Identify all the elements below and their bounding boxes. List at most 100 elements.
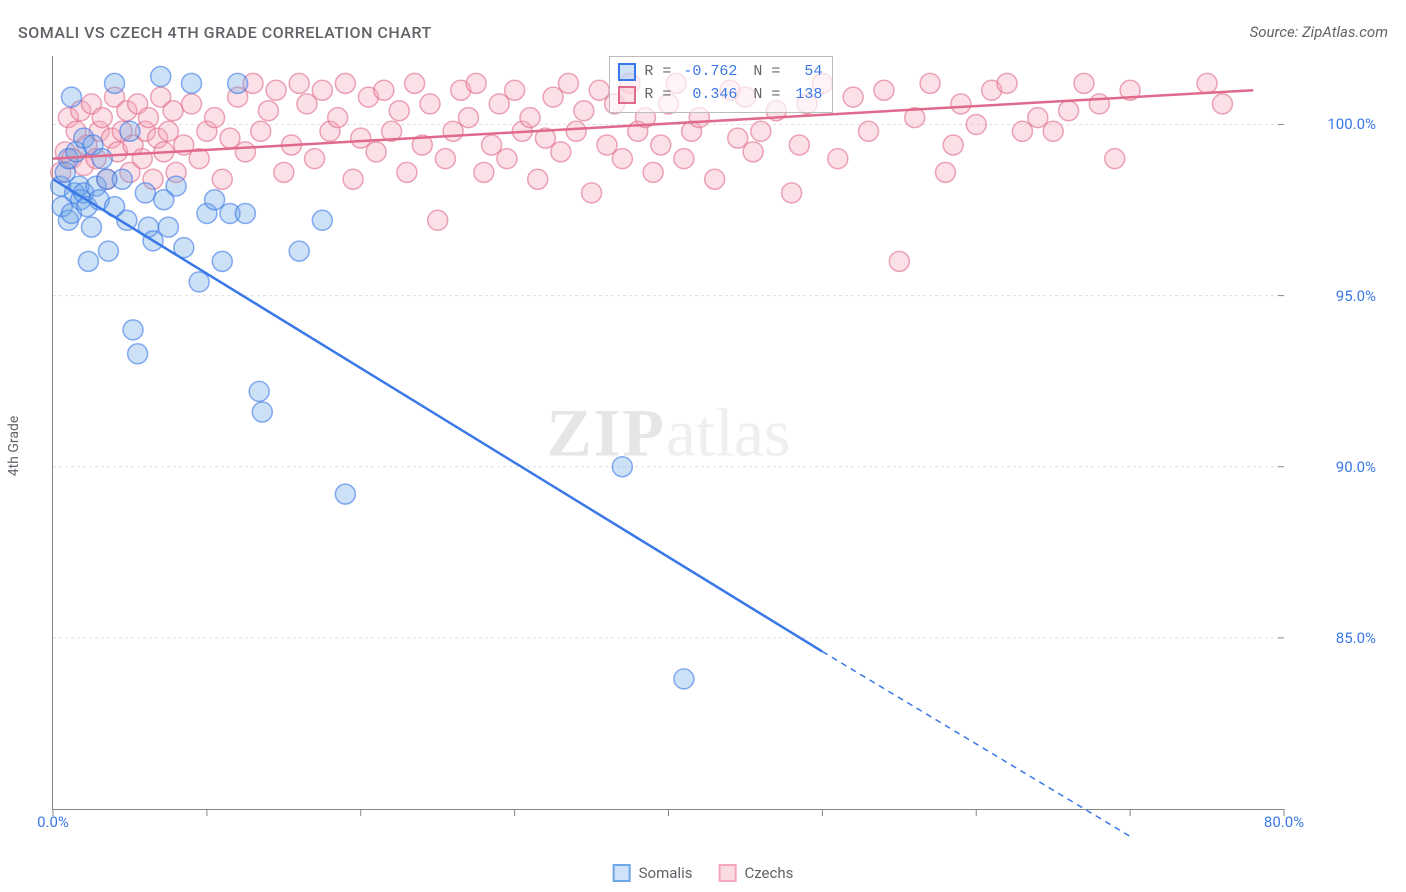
somalis-point [228, 73, 248, 93]
czechs-point [859, 121, 879, 141]
czechs-point [705, 169, 725, 189]
czechs-point [266, 80, 286, 100]
czechs-point [132, 149, 152, 169]
somalis-point [235, 203, 255, 223]
czechs-point [528, 169, 548, 189]
czechs-point [305, 149, 325, 169]
somalis-point [135, 183, 155, 203]
stats-row-somalis: R =-0.762N =54 [618, 61, 822, 84]
chart-container: ZIPatlas R =-0.762N =54R =0.346N =138 0.… [52, 56, 1376, 828]
yaxis-title: 4th Grade [6, 416, 22, 477]
somalis-point [61, 87, 81, 107]
r-value: 0.346 [679, 84, 737, 107]
somalis-point [81, 217, 101, 237]
r-label: R = [644, 61, 671, 84]
czechs-point [312, 80, 332, 100]
r-label: R = [644, 84, 671, 107]
somalis-point [92, 149, 112, 169]
n-label: N = [753, 61, 780, 84]
czechs-point [251, 121, 271, 141]
czechs-point [674, 149, 694, 169]
somalis-point [105, 73, 125, 93]
ytick-label: 90.0% [1296, 458, 1376, 476]
somalis-point [252, 402, 272, 422]
czechs-point [1105, 149, 1125, 169]
czechs-point [389, 101, 409, 121]
somalis-point [181, 73, 201, 93]
czechs-point [258, 101, 278, 121]
chart-header: SOMALI VS CZECH 4TH GRADE CORRELATION CH… [18, 20, 1388, 44]
czechs-point [343, 169, 363, 189]
czechs-point [874, 80, 894, 100]
ytick-label: 95.0% [1296, 287, 1376, 305]
legend-item-somalis: Somalis [613, 864, 693, 882]
somalis-point [289, 241, 309, 261]
somalis-trendline [53, 179, 822, 651]
czechs-point [435, 149, 455, 169]
scatter-plot-svg [53, 56, 1284, 809]
n-label: N = [753, 84, 780, 107]
somalis-point [312, 210, 332, 230]
somalis-point [189, 272, 209, 292]
czechs-point [889, 251, 909, 271]
czechs-point [920, 73, 940, 93]
czechs-point [751, 121, 771, 141]
czechs-point [505, 80, 525, 100]
czechs-point [1197, 73, 1217, 93]
czechs-point [651, 135, 671, 155]
somalis-point [335, 484, 355, 504]
r-value: -0.762 [679, 61, 737, 84]
czechs-point [951, 94, 971, 114]
czechs-point [1089, 94, 1109, 114]
czechs-point [138, 108, 158, 128]
czechs-point [366, 142, 386, 162]
somalis-point [128, 344, 148, 364]
stats-legend-box: R =-0.762N =54R =0.346N =138 [609, 56, 833, 113]
czechs-point [558, 73, 578, 93]
czechs-point [397, 162, 417, 182]
somalis-point [123, 320, 143, 340]
stats-row-czechs: R =0.346N =138 [618, 84, 822, 107]
chart-title: SOMALI VS CZECH 4TH GRADE CORRELATION CH… [18, 23, 432, 42]
czechs-point [828, 149, 848, 169]
somalis-point [98, 241, 118, 261]
czechs-point [1059, 101, 1079, 121]
czechs-point [335, 73, 355, 93]
czechs-point [274, 162, 294, 182]
somalis-point [78, 251, 98, 271]
somalis-point [112, 169, 132, 189]
xtick-label: 0.0% [37, 813, 69, 831]
czechs-point [420, 94, 440, 114]
czechs-point [943, 135, 963, 155]
ytick-label: 85.0% [1296, 629, 1376, 647]
czechs-point [843, 87, 863, 107]
czechs-point [205, 108, 225, 128]
czechs-point [612, 149, 632, 169]
czechs-point [92, 108, 112, 128]
somalis-point [151, 67, 171, 87]
somalis-point [612, 457, 632, 477]
czechs-point [458, 108, 478, 128]
somalis-point [249, 381, 269, 401]
somalis-swatch-icon [618, 63, 636, 81]
czechs-point [574, 101, 594, 121]
czechs-point [212, 169, 232, 189]
legend-swatch-icon [718, 864, 736, 882]
czechs-point [551, 142, 571, 162]
czechs-point [1212, 94, 1232, 114]
czechs-point [328, 108, 348, 128]
legend-swatch-icon [613, 864, 631, 882]
czechs-point [289, 73, 309, 93]
czechs-point [935, 162, 955, 182]
plot-area: ZIPatlas R =-0.762N =54R =0.346N =138 0.… [52, 56, 1284, 810]
czechs-point [428, 210, 448, 230]
legend-label: Somalis [639, 864, 693, 882]
czechs-point [1074, 73, 1094, 93]
somalis-point [158, 217, 178, 237]
czechs-point [405, 73, 425, 93]
somalis-point [674, 669, 694, 689]
ytick-label: 100.0% [1296, 115, 1376, 133]
czechs-point [466, 73, 486, 93]
czechs-swatch-icon [618, 86, 636, 104]
xtick-label: 80.0% [1264, 813, 1304, 831]
